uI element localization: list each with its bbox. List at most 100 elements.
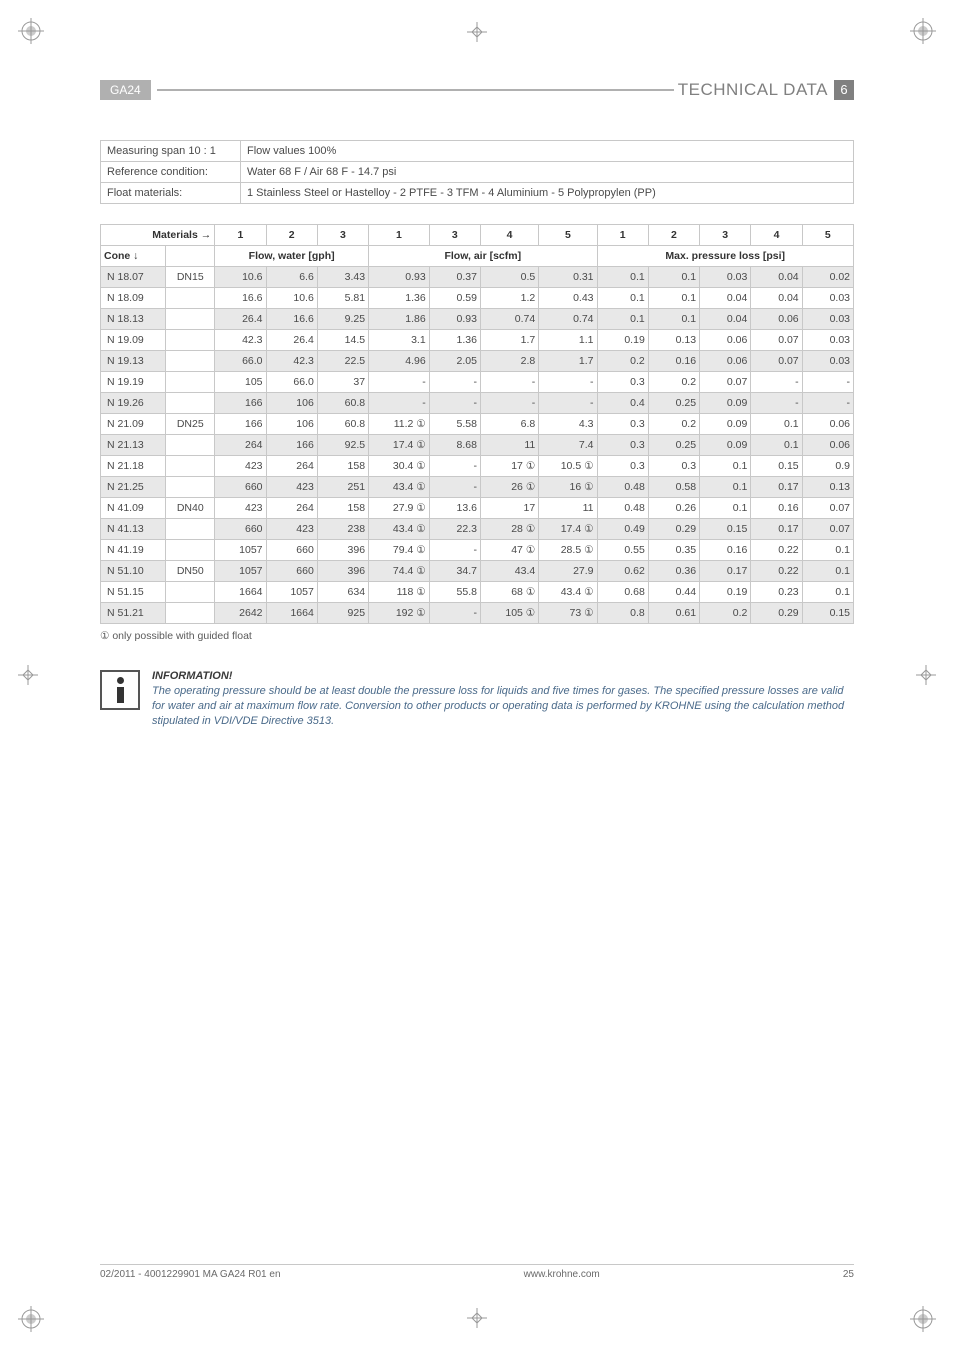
cell: 0.15 [802, 603, 853, 624]
cell: - [751, 393, 802, 414]
cell: - [480, 372, 538, 393]
row-dn: DN25 [166, 414, 215, 435]
col-header: 2 [266, 225, 317, 246]
cell: 0.62 [597, 561, 648, 582]
col-header: 1 [369, 225, 430, 246]
cell: 10.6 [266, 288, 317, 309]
header-divider [157, 89, 674, 91]
cell: 0.25 [648, 393, 699, 414]
cell: 43.4 ① [369, 477, 430, 498]
cell: 11.2 ① [369, 414, 430, 435]
cell: 166 [266, 435, 317, 456]
cell: 0.17 [751, 519, 802, 540]
cell: 0.35 [648, 540, 699, 561]
info-icon [100, 670, 140, 710]
cell: 0.49 [597, 519, 648, 540]
cell: 11 [480, 435, 538, 456]
cell: 118 ① [369, 582, 430, 603]
cell: 3.1 [369, 330, 430, 351]
cell: 73 ① [539, 603, 597, 624]
cell: 66.0 [266, 372, 317, 393]
cell: 0.03 [802, 330, 853, 351]
cell: 43.4 [480, 561, 538, 582]
row-name: N 51.10 [101, 561, 166, 582]
cell: 0.68 [597, 582, 648, 603]
cell: 0.74 [480, 309, 538, 330]
cell: 0.06 [802, 414, 853, 435]
cell: 105 [215, 372, 266, 393]
row-name: N 21.18 [101, 456, 166, 477]
info-heading: INFORMATION! [152, 670, 854, 682]
spec-table: Measuring span 10 : 1Flow values 100%Ref… [100, 140, 854, 204]
row-name: N 18.13 [101, 309, 166, 330]
row-dn [166, 519, 215, 540]
cell: 4.96 [369, 351, 430, 372]
col-header: 3 [317, 225, 368, 246]
cell: 26.4 [266, 330, 317, 351]
col-header: 3 [700, 225, 751, 246]
reg-mark-icon [18, 665, 38, 685]
info-body: The operating pressure should be at leas… [152, 684, 854, 729]
row-name: N 41.19 [101, 540, 166, 561]
cell: 0.3 [597, 372, 648, 393]
cell: 10.6 [215, 267, 266, 288]
cell: 0.2 [648, 414, 699, 435]
cell: 47 ① [480, 540, 538, 561]
row-dn [166, 582, 215, 603]
cell: 0.3 [597, 414, 648, 435]
cell: 251 [317, 477, 368, 498]
cell: 0.09 [700, 435, 751, 456]
cell: 423 [215, 456, 266, 477]
cell: 0.06 [802, 435, 853, 456]
cell: 0.06 [700, 330, 751, 351]
cell: 26 ① [480, 477, 538, 498]
cell: 0.1 [700, 477, 751, 498]
row-dn [166, 351, 215, 372]
cell: 16.6 [266, 309, 317, 330]
cell: 0.93 [429, 309, 480, 330]
footer-center: www.krohne.com [524, 1269, 600, 1280]
cell: 7.4 [539, 435, 597, 456]
cell: 1664 [266, 603, 317, 624]
cell: 0.1 [751, 435, 802, 456]
cell: 192 ① [369, 603, 430, 624]
col-header: 5 [802, 225, 853, 246]
cell: 0.29 [648, 519, 699, 540]
cell: 423 [266, 477, 317, 498]
reg-mark-icon [467, 1308, 487, 1328]
cell: 0.1 [700, 456, 751, 477]
cell: 4.3 [539, 414, 597, 435]
cell: 0.48 [597, 477, 648, 498]
row-dn [166, 540, 215, 561]
cell: 11 [539, 498, 597, 519]
cell: 0.29 [751, 603, 802, 624]
cell: 396 [317, 540, 368, 561]
cell: 396 [317, 561, 368, 582]
spec-value: 1 Stainless Steel or Hastelloy - 2 PTFE … [241, 183, 854, 204]
cell: 660 [266, 540, 317, 561]
cell: 14.5 [317, 330, 368, 351]
row-dn [166, 288, 215, 309]
cell: 0.15 [700, 519, 751, 540]
cell: 423 [266, 519, 317, 540]
cell: 0.9 [802, 456, 853, 477]
col-header: 4 [480, 225, 538, 246]
row-name: N 19.19 [101, 372, 166, 393]
cell: 0.16 [648, 351, 699, 372]
spec-label: Float materials: [101, 183, 241, 204]
cell: - [429, 603, 480, 624]
col-header: 4 [751, 225, 802, 246]
cell: 0.8 [597, 603, 648, 624]
cell: 1.36 [429, 330, 480, 351]
cell: 0.13 [648, 330, 699, 351]
cell: 1057 [266, 582, 317, 603]
cell: 0.03 [802, 309, 853, 330]
cell: - [429, 540, 480, 561]
row-dn: DN50 [166, 561, 215, 582]
cell: 2.05 [429, 351, 480, 372]
cell: 0.09 [700, 414, 751, 435]
cell: 1057 [215, 540, 266, 561]
cell: 423 [215, 498, 266, 519]
cell: 1.36 [369, 288, 430, 309]
cell: 0.2 [700, 603, 751, 624]
